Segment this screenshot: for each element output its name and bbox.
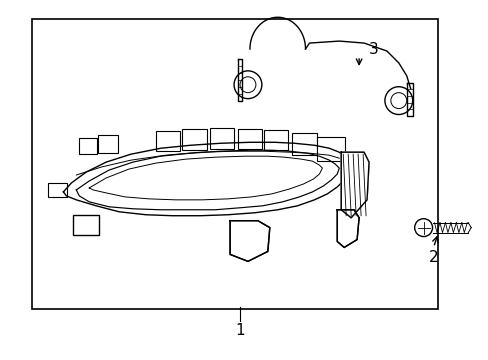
- Bar: [264, 130, 287, 150]
- Polygon shape: [337, 210, 358, 247]
- Bar: [238, 129, 262, 149]
- Text: 3: 3: [368, 41, 378, 57]
- Bar: [73, 215, 99, 235]
- Text: 2: 2: [428, 250, 437, 265]
- Bar: [79, 138, 97, 154]
- Polygon shape: [341, 152, 368, 218]
- Bar: [32, 19, 438, 309]
- Bar: [155, 131, 179, 151]
- Polygon shape: [230, 221, 269, 261]
- Bar: [98, 135, 118, 153]
- Bar: [291, 133, 317, 155]
- Bar: [317, 137, 345, 161]
- Bar: [182, 129, 207, 150]
- Bar: [210, 129, 234, 149]
- Text: 1: 1: [235, 323, 244, 338]
- Bar: [47, 183, 67, 197]
